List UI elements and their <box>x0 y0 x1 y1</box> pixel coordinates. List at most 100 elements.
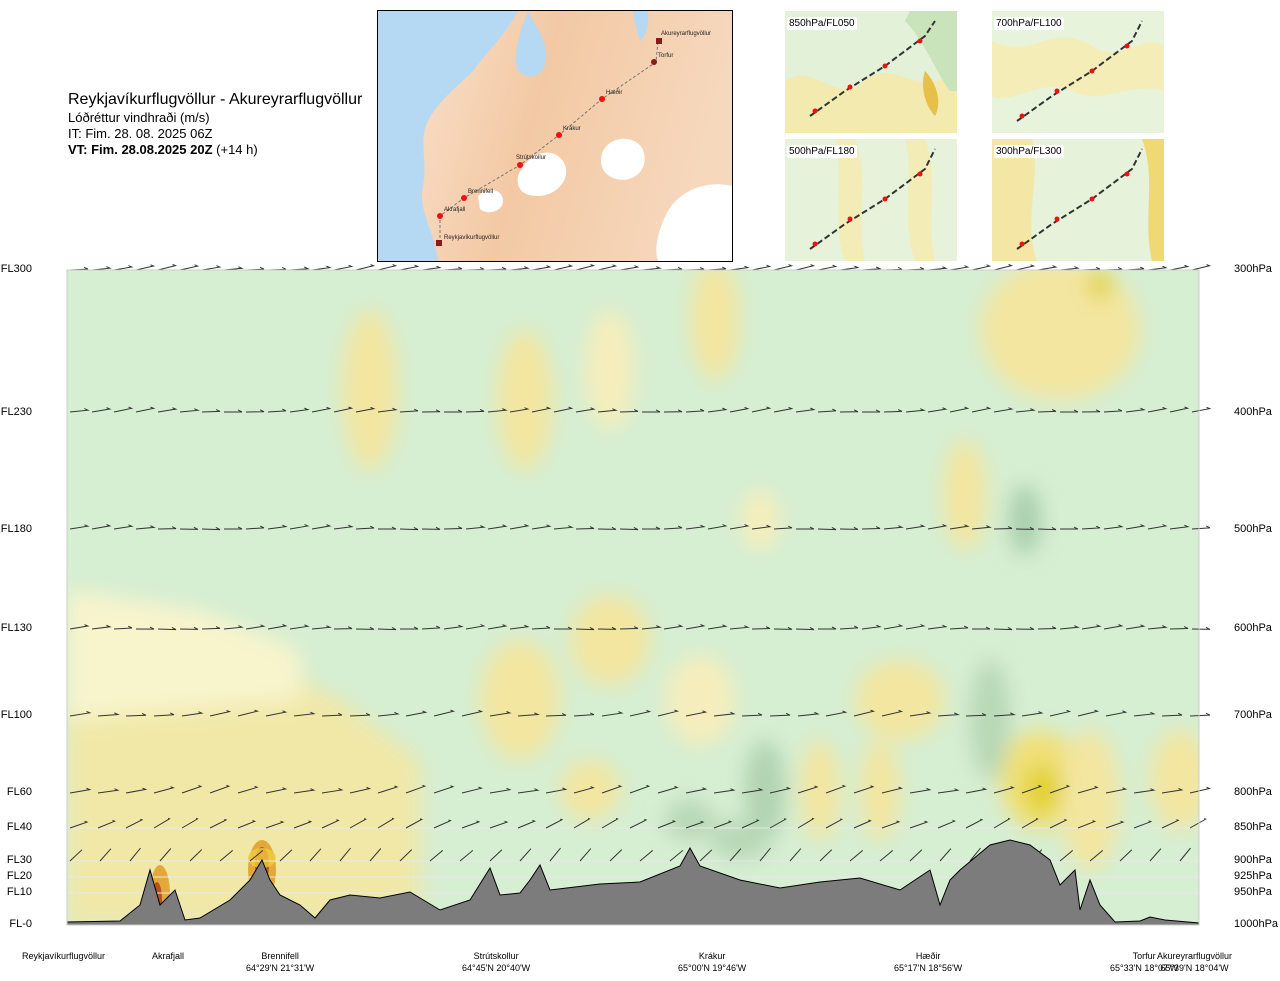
pressure-label-1000: 1000hPa <box>1234 918 1279 930</box>
wind-barb <box>135 626 155 630</box>
wind-barb <box>135 264 156 271</box>
thumbnail-850[interactable]: 850hPa/FL050 <box>785 11 957 133</box>
wind-barb <box>825 818 844 829</box>
wind-barb <box>545 818 564 829</box>
wind-barb <box>853 709 876 717</box>
wind-barb <box>619 265 640 271</box>
wind-barb <box>377 817 395 829</box>
thumbnail-500[interactable]: 500hPa/FL180 <box>785 139 957 261</box>
wind-barb <box>713 711 736 717</box>
wind-barb <box>909 849 923 862</box>
wind-barb <box>531 524 552 530</box>
wind-barb <box>69 849 83 862</box>
wind-barb <box>399 527 419 531</box>
wind-barb <box>549 847 561 862</box>
wind-barb <box>927 624 948 630</box>
wind-barb <box>853 785 875 794</box>
wind-barb <box>293 788 316 794</box>
route-map: Akureyrarflugvöllur Torfur Hæðir Krákur … <box>377 10 733 262</box>
wind-barb <box>1021 785 1043 794</box>
station-strutskollur-coord: 64°45'N 20°40'W <box>462 963 531 973</box>
wind-barb <box>321 819 340 829</box>
wind-barb <box>309 848 322 862</box>
map-label-brennifell: Brennifell <box>468 189 493 195</box>
wind-barb <box>153 817 171 829</box>
wind-barb <box>553 406 574 413</box>
wind-barb <box>573 817 591 829</box>
wind-barb <box>685 524 706 530</box>
wind-barb <box>1077 709 1100 717</box>
fl-label-40: FL40 <box>6 821 32 833</box>
wind-barb <box>825 784 847 794</box>
wind-barb <box>657 785 679 794</box>
wind-barb <box>795 264 816 271</box>
wind-barb <box>601 817 619 829</box>
wind-barb <box>879 850 894 862</box>
wind-barb <box>629 818 648 829</box>
wind-barb <box>601 711 624 717</box>
wind-barb <box>1147 406 1168 413</box>
wind-barb <box>729 848 742 862</box>
wind-barb <box>993 526 1013 530</box>
thumbnail-300[interactable]: 300hPa/FL300 <box>992 139 1164 261</box>
wind-barb <box>1125 624 1146 630</box>
wind-barb <box>861 526 881 530</box>
wind-barb <box>267 408 287 413</box>
wind-barb <box>377 264 398 271</box>
wind-barb <box>405 818 423 829</box>
wind-barb <box>905 624 926 630</box>
wind-barb <box>839 526 859 530</box>
route-map-svg: Akureyrarflugvöllur Torfur Hæðir Krákur … <box>378 11 732 261</box>
wind-barb <box>669 850 684 862</box>
wind-barb <box>545 787 568 794</box>
wind-barb <box>971 264 992 271</box>
map-label-akrafjall: Akrafjall <box>444 207 465 213</box>
wind-barb <box>909 711 932 717</box>
chart-header: Reykjavíkurflugvöllur - Akureyrarflugvöl… <box>68 90 362 158</box>
wind-barb <box>769 786 792 794</box>
wind-barb <box>91 524 112 530</box>
wind-barb <box>517 819 537 829</box>
map-marker-reykjavik <box>436 240 442 246</box>
station-akureyri: Akureyrarflugvöllur 65°39'N 18°04'W <box>1157 950 1232 974</box>
pressure-label-300: 300hPa <box>1234 263 1272 275</box>
wind-barb <box>597 408 618 413</box>
wind-barb <box>729 406 750 413</box>
wind-barb <box>321 788 344 794</box>
wind-barb <box>267 624 288 630</box>
wind-barb <box>1049 709 1072 717</box>
wind-barb <box>937 712 960 717</box>
wind-barb <box>433 819 452 829</box>
pressure-label-950: 950hPa <box>1234 886 1272 898</box>
wind-barb <box>181 711 204 717</box>
wind-barb <box>641 625 662 630</box>
wind-barb <box>157 407 178 413</box>
wind-barb <box>1081 409 1101 413</box>
fl-label-300: FL300 <box>0 263 32 275</box>
wind-barb <box>113 406 134 413</box>
wind-barb <box>461 820 481 829</box>
thumbnail-850-label: 850hPa/FL050 <box>787 17 857 30</box>
terrain-profile <box>66 839 1200 926</box>
map-marker-brennifell <box>461 195 467 201</box>
wind-barb <box>1169 626 1189 630</box>
wind-barb <box>465 409 485 413</box>
wind-barb <box>685 408 705 413</box>
wind-barb <box>377 526 397 530</box>
wind-barb <box>1133 711 1156 717</box>
wind-barb <box>405 784 427 794</box>
thumbnail-700[interactable]: 700hPa/FL100 <box>992 11 1164 133</box>
wind-barb <box>629 709 652 717</box>
wind-barb <box>1179 847 1191 862</box>
issue-time: IT: Fim. 28. 08. 2025 06Z <box>68 126 213 141</box>
wind-barb <box>1105 710 1128 717</box>
wind-barb <box>597 626 617 630</box>
route-title: Reykjavíkurflugvöllur - Akureyrarflugvöl… <box>68 91 363 108</box>
wind-barb <box>883 525 904 530</box>
wind-barb <box>729 625 750 630</box>
wind-barb <box>125 787 148 794</box>
wind-barb <box>1125 407 1146 413</box>
wind-barb <box>487 408 508 413</box>
wind-barb <box>531 406 552 413</box>
wind-barb <box>201 409 221 413</box>
